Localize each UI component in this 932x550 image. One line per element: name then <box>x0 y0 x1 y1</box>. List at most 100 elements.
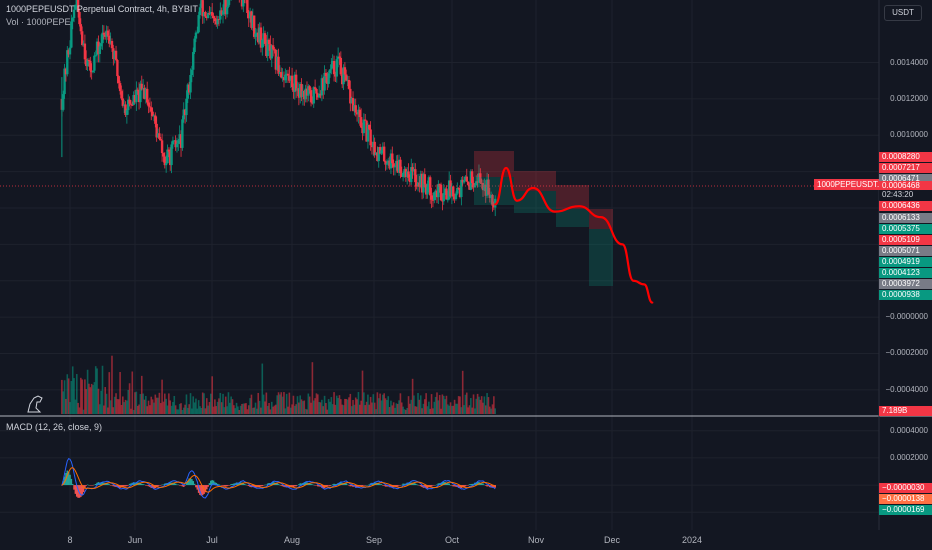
volume-bar <box>303 400 306 414</box>
volume-bar <box>475 398 478 414</box>
candle-body <box>152 115 156 117</box>
price-tag: 0.0008280 <box>879 152 932 162</box>
candle-body <box>97 41 100 55</box>
candle-body <box>133 95 137 103</box>
candle-body <box>189 75 192 93</box>
volume-bar <box>394 407 396 414</box>
candle-body <box>441 200 444 202</box>
macd-hist-bar <box>157 485 159 487</box>
volume-bar <box>314 398 316 414</box>
volume-bar <box>176 409 178 414</box>
candle-body <box>68 47 72 55</box>
macd-hist-bar <box>210 480 212 486</box>
candle-body <box>64 68 68 75</box>
macd-hist-bar <box>308 483 311 486</box>
symbol-title: 1000PEPEUSDT Perpetual Contract, 4h, BYB… <box>6 4 198 14</box>
currency-button[interactable]: USDT <box>884 5 922 21</box>
macd-hist-bar <box>73 485 75 490</box>
macd-hist-bar <box>169 482 172 486</box>
macd-hist-bar <box>101 482 104 486</box>
candle-body <box>430 195 433 200</box>
candle-body <box>483 184 486 191</box>
volume-bar <box>169 400 172 414</box>
volume-bar <box>188 404 190 414</box>
volume-bar <box>409 403 411 414</box>
macd-hist-bar <box>342 483 345 486</box>
volume-bar <box>185 394 188 414</box>
candle-body <box>319 93 322 96</box>
volume-bar <box>327 399 330 414</box>
volume-bar <box>460 407 463 414</box>
candle-body <box>80 31 84 46</box>
macd-hist-bar <box>80 485 82 497</box>
macd-hist-bar <box>119 485 121 488</box>
candle-body <box>71 18 74 22</box>
volume-bar <box>218 398 220 414</box>
macd-hist-bar <box>146 485 148 486</box>
macd-hist-bar <box>338 482 341 486</box>
candle-body <box>422 174 425 193</box>
volume-bar <box>130 408 132 414</box>
time-axis-label: Dec <box>603 535 621 545</box>
volume-bar <box>322 406 325 414</box>
volume-bar <box>441 394 444 414</box>
candle-body <box>343 67 347 75</box>
macd-hist-bar <box>312 484 315 486</box>
volume-bar <box>94 366 97 414</box>
volume-bar <box>139 394 142 414</box>
candle-body <box>267 39 271 45</box>
macd-hist-bar <box>486 485 488 487</box>
volume-bar <box>233 405 235 414</box>
volume-bar <box>280 392 283 414</box>
volume-bar <box>463 405 465 414</box>
volume-bar <box>143 399 146 414</box>
candle-body <box>350 98 353 104</box>
candle-body <box>282 77 286 81</box>
candle-body <box>262 33 265 40</box>
candle-body <box>174 140 177 148</box>
macd-hist-bar <box>265 484 268 486</box>
volume-bar <box>308 396 311 414</box>
volume-bar <box>436 392 438 414</box>
volume-bar <box>142 393 144 414</box>
macd-hist-bar <box>67 471 70 486</box>
macd-hist-bar <box>283 485 285 487</box>
volume-bar <box>166 405 169 414</box>
macd-hist-bar <box>227 485 230 486</box>
candle-body <box>452 186 455 197</box>
time-axis-label: 2024 <box>681 535 703 545</box>
macd-hist-bar <box>270 482 273 486</box>
volume-bar <box>470 398 472 414</box>
candle-body <box>370 145 374 148</box>
volume-bar <box>386 400 388 414</box>
price-axis-label: −0.0000000 <box>885 312 929 322</box>
candle-body <box>403 169 406 173</box>
candle-body <box>156 133 160 138</box>
volume-bar <box>196 408 199 414</box>
macd-hist-bar <box>399 485 402 486</box>
macd-hist-bar <box>220 485 223 486</box>
volume-bar <box>200 408 203 414</box>
candle-body <box>449 180 452 197</box>
macd-axis-label: 0.0004000 <box>890 425 928 435</box>
candle-body <box>489 194 493 198</box>
candle-body <box>202 11 206 17</box>
macd-hist-bar <box>238 483 241 486</box>
volume-bar <box>162 401 165 414</box>
candle-body <box>414 169 417 183</box>
volume-bar <box>306 409 308 414</box>
volume-bar <box>150 396 153 414</box>
candle-body <box>269 44 272 59</box>
volume-bar <box>151 399 154 414</box>
candle-body <box>225 6 229 15</box>
macd-hist-bar <box>275 483 277 486</box>
volume-bar <box>261 363 264 414</box>
volume-bar <box>360 400 362 414</box>
candle-body <box>450 186 454 197</box>
candle-body <box>285 73 288 75</box>
candle-body <box>485 179 489 196</box>
volume-bar <box>392 402 395 414</box>
candle-body <box>200 0 203 8</box>
volume-bar <box>356 399 358 414</box>
